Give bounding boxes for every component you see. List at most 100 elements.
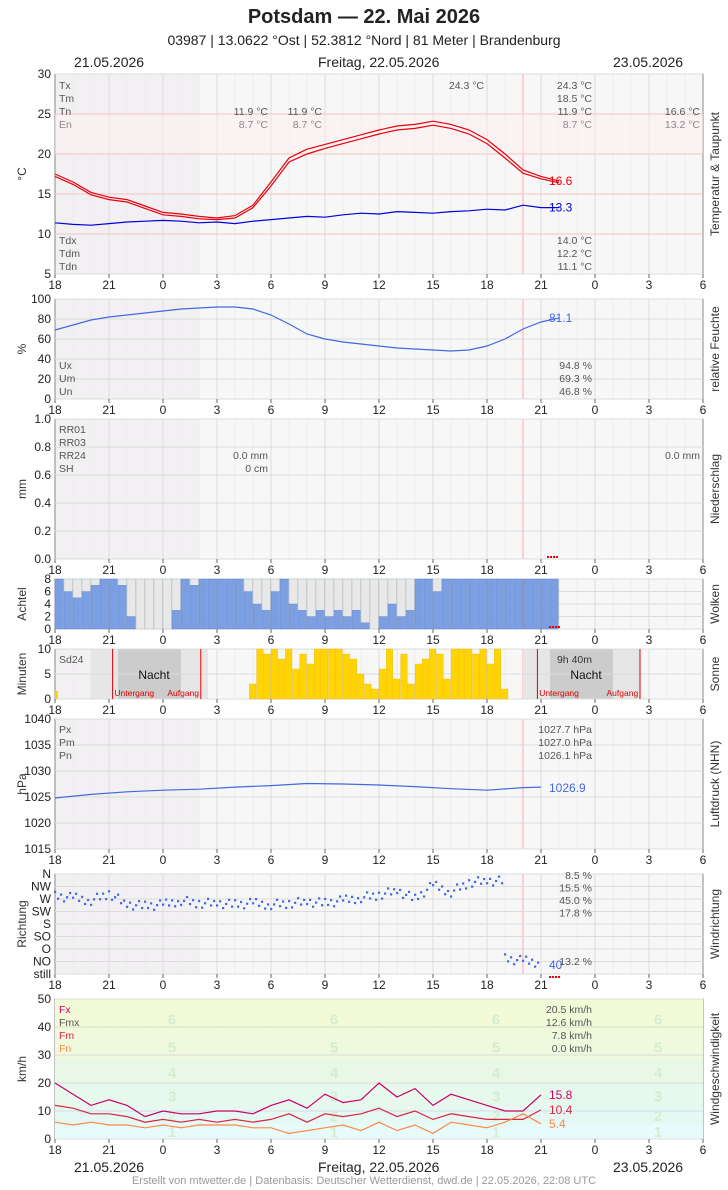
cloud-bar bbox=[387, 603, 397, 630]
sunshine-sum-value: 9h 40m bbox=[557, 654, 592, 666]
sun-bar bbox=[249, 683, 257, 700]
winddir-point bbox=[405, 893, 408, 897]
dew-stat-value: 12.2 °C bbox=[557, 248, 593, 260]
sun-bar bbox=[400, 653, 408, 700]
winddir-point bbox=[408, 890, 411, 894]
temp-stat-right: 8.7 °C bbox=[563, 119, 593, 131]
precip-panel-xtick-label: 9 bbox=[322, 563, 329, 577]
windspeed-panel-xtick-label: 15 bbox=[426, 1143, 440, 1157]
windspeed-panel-xtick-label: 0 bbox=[160, 1143, 167, 1157]
winddir-point bbox=[435, 880, 438, 884]
winddir-point bbox=[102, 892, 105, 895]
winddir-point bbox=[111, 898, 114, 901]
wind-stat-label: Fmx bbox=[59, 1017, 80, 1029]
date-center: Freitag, 22.05.2026 bbox=[318, 54, 440, 70]
winddir-point bbox=[291, 906, 294, 909]
winddir-point bbox=[351, 895, 354, 898]
cloud-bar bbox=[297, 610, 307, 630]
winddir-point bbox=[345, 894, 348, 897]
windspeed-panel-xtick-label: 18 bbox=[480, 1143, 494, 1157]
sun-panel-xtick-label: 6 bbox=[268, 703, 275, 717]
bft-label: 3 bbox=[492, 1089, 500, 1106]
winddir-point bbox=[318, 897, 321, 900]
humidity-stat-value: 69.3 % bbox=[559, 373, 592, 385]
winddir-point bbox=[468, 879, 471, 882]
winddir-point bbox=[135, 904, 138, 907]
winddir-point bbox=[144, 900, 147, 903]
temp-panel-xtick-label: 6 bbox=[700, 278, 707, 292]
winddir-point bbox=[69, 891, 72, 895]
winddir-point bbox=[348, 900, 351, 903]
humidity-line bbox=[54, 306, 560, 352]
cloud-panel-ytick-label: 2 bbox=[44, 610, 51, 624]
winddir-point bbox=[96, 892, 99, 895]
sun-bar bbox=[450, 648, 458, 700]
temp-stat-right: 11.9 °C bbox=[558, 106, 593, 118]
winddir-category-label: W bbox=[40, 892, 52, 906]
winddir-point bbox=[495, 879, 498, 883]
station-info: 03987 | 13.0622 °Ost | 52.3812 °Nord | 8… bbox=[167, 32, 561, 48]
winddir-point bbox=[294, 901, 297, 904]
sun-bar bbox=[371, 688, 379, 700]
precip-panel-xtick-label: 21 bbox=[534, 563, 548, 577]
bft-label: 4 bbox=[654, 1065, 663, 1082]
winddir-point bbox=[387, 887, 390, 890]
bft-label: 5 bbox=[492, 1040, 500, 1057]
winddir-point bbox=[279, 905, 282, 908]
cloud-bar bbox=[270, 591, 280, 630]
winddir-point bbox=[522, 959, 525, 962]
sunset-label-2: Untergang bbox=[539, 688, 579, 698]
wind-mean-line bbox=[54, 1104, 542, 1123]
temp-stat-label: En bbox=[59, 119, 72, 131]
cloud-bar bbox=[504, 578, 514, 630]
cloud-bar bbox=[180, 578, 190, 630]
sun-bar bbox=[292, 668, 300, 700]
cloud-bar bbox=[459, 578, 469, 630]
pressure-panel-xtick-label: 12 bbox=[372, 853, 386, 867]
winddir-point bbox=[78, 899, 81, 902]
precip-panel-ytick-label: 0.4 bbox=[34, 496, 51, 510]
sun-bar bbox=[342, 653, 350, 700]
pressure-panel-xtick-label: 6 bbox=[268, 853, 275, 867]
windspeed-panel-xtick-label: 3 bbox=[214, 1143, 221, 1157]
winddir-point bbox=[453, 889, 456, 892]
winddir-point bbox=[447, 889, 450, 893]
cloud-empty-bar bbox=[153, 578, 163, 630]
winddir-point bbox=[192, 899, 195, 902]
winddir-point bbox=[93, 898, 96, 901]
windspeed-panel-xtick-label: 9 bbox=[322, 1143, 329, 1157]
humidity-panel-xtick-label: 6 bbox=[268, 403, 275, 417]
cloud-panel-xtick-label: 0 bbox=[592, 633, 599, 647]
humidity-end-label: 81.1 bbox=[549, 311, 573, 325]
windspeed-panel-ytick-label: 10 bbox=[38, 1104, 52, 1118]
dew-stat-value: 11.1 °C bbox=[558, 261, 593, 273]
temp-panel-ylabel: °C bbox=[15, 167, 29, 181]
sun-panel-xtick-label: 12 bbox=[372, 703, 386, 717]
cloud-bar bbox=[360, 622, 370, 630]
winddir-point bbox=[204, 902, 207, 905]
winddir-point bbox=[126, 905, 129, 908]
winddir-point bbox=[276, 898, 279, 901]
winddir-point bbox=[504, 953, 507, 956]
cloud-panel-xtick-label: 9 bbox=[322, 633, 329, 647]
winddir-point bbox=[369, 897, 372, 900]
temp-stat-mid: 24.3 °C bbox=[449, 80, 485, 92]
sun-bar bbox=[443, 678, 451, 700]
humidity-panel-xtick-label: 21 bbox=[534, 403, 548, 417]
cloud-empty-bar bbox=[360, 578, 370, 630]
winddir-point bbox=[156, 904, 159, 907]
temp-panel-xtick-label: 18 bbox=[480, 278, 494, 292]
cloud-now-mark bbox=[558, 626, 560, 628]
humidity-panel-xtick-label: 18 bbox=[48, 403, 62, 417]
sunrise-label-1: Aufgang bbox=[167, 688, 199, 698]
pressure-panel-xtick-label: 3 bbox=[646, 853, 653, 867]
winddir-now-mark bbox=[549, 976, 551, 978]
temp-panel-xtick-label: 15 bbox=[426, 278, 440, 292]
pressure-panel-xtick-label: 15 bbox=[426, 853, 440, 867]
winddir-point bbox=[267, 903, 270, 906]
humidity-panel-xtick-label: 18 bbox=[480, 403, 494, 417]
winddir-point bbox=[510, 956, 513, 959]
sun-bar bbox=[285, 648, 293, 700]
pressure-panel-xtick-label: 6 bbox=[700, 853, 707, 867]
